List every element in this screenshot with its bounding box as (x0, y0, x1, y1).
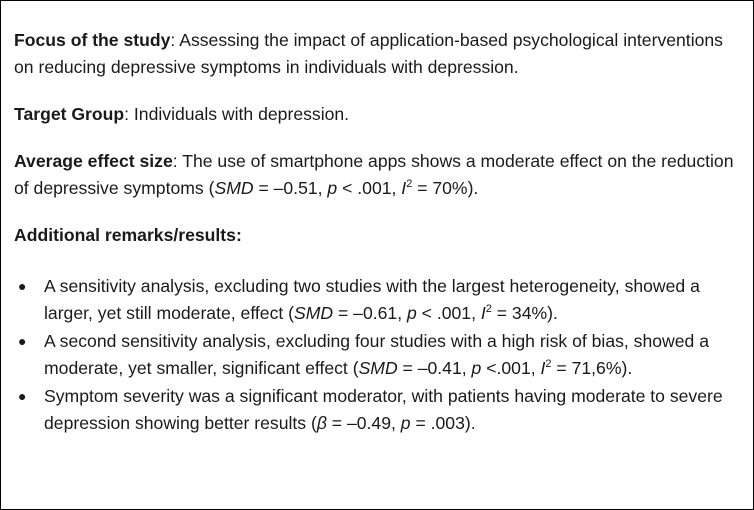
remark-smd-value: = –0.61, (333, 303, 407, 323)
remark-p-value: < .001, (416, 303, 481, 323)
remarks-list: ● A sensitivity analysis, excluding two s… (14, 273, 744, 437)
remark-beta-value: = –0.49, (326, 413, 401, 433)
remark-i-value: = 71,6%). (551, 358, 633, 378)
effect-i-label: I (401, 178, 407, 198)
bullet-icon: ● (18, 333, 27, 349)
focus-label: Focus of the study (14, 30, 171, 50)
remark-smd-label: SMD (294, 303, 334, 323)
remark-i-value: = 34%). (491, 303, 558, 323)
target-text: Individuals with depression. (133, 104, 350, 124)
effect-label: Average effect size (14, 151, 173, 171)
remark-i-sup: 2 (545, 358, 552, 371)
remark-p-value: = .003). (410, 413, 476, 433)
remark-text: Symptom severity was a significant moder… (44, 386, 723, 433)
focus-paragraph: Focus of the study: Assessing the impact… (14, 27, 744, 81)
remark-smd-label: SMD (358, 358, 398, 378)
effect-smd-value: = –0.51, (253, 178, 328, 198)
remark-smd-value: = –0.41, (397, 358, 472, 378)
remarks-heading-text: Additional remarks/results: (14, 225, 242, 245)
remark-i-sup: 2 (485, 303, 492, 316)
remark-i-label: I (480, 303, 486, 323)
effect-smd-label: SMD (214, 178, 254, 198)
effect-separator: : (172, 151, 183, 171)
remark-p-label: p (471, 358, 482, 378)
effect-paragraph: Average effect size: The use of smartpho… (14, 148, 744, 202)
remark-i-label: I (540, 358, 546, 378)
effect-p-value: < .001, (337, 178, 402, 198)
target-separator: : (124, 104, 134, 124)
remark-p-label: p (406, 303, 417, 323)
focus-separator: : (170, 30, 180, 50)
bullet-icon: ● (18, 278, 27, 294)
remark-p-label: p (400, 413, 411, 433)
effect-p-label: p (327, 178, 338, 198)
effect-i-value: = 70%). (412, 178, 479, 198)
list-item: ● Symptom severity was a significant mode… (14, 383, 744, 437)
list-item: ● A sensitivity analysis, excluding two s… (14, 273, 744, 327)
list-item: ● A second sensitivity analysis, excludin… (14, 328, 744, 382)
remark-text: A sensitivity analysis, excluding two st… (44, 276, 700, 323)
target-paragraph: Target Group: Individuals with depressio… (14, 101, 744, 128)
remark-beta-label: β (316, 413, 327, 433)
remark-p-value: <.001, (481, 358, 541, 378)
target-label: Target Group (14, 104, 125, 124)
remarks-heading: Additional remarks/results: (14, 222, 744, 249)
bullet-icon: ● (18, 388, 27, 404)
summary-content: Focus of the study: Assessing the impact… (14, 27, 744, 438)
focus-text: Assessing the impact of application-base… (14, 30, 723, 77)
effect-i-sup: 2 (406, 178, 413, 191)
effect-text: The use of smartphone apps shows a moder… (14, 151, 734, 198)
remark-text: A second sensitivity analysis, excluding… (44, 331, 709, 378)
